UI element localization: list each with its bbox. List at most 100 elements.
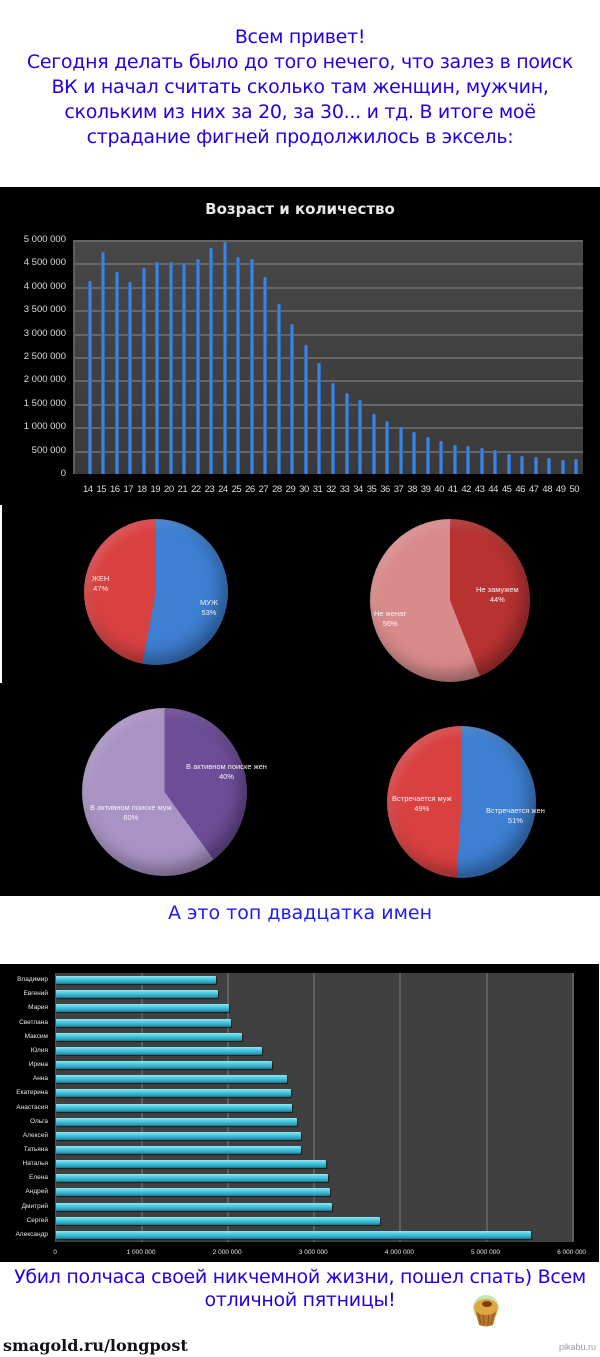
age-bar — [560, 459, 565, 474]
age-bar — [479, 448, 484, 474]
y-tick-label: 0 — [60, 468, 66, 479]
x-tick-label: 24 — [218, 484, 228, 495]
names-chart-plot-area — [55, 973, 574, 1242]
name-label: Максим — [24, 1032, 48, 1040]
x-tick-label: 34 — [353, 484, 363, 495]
name-bar — [56, 1103, 292, 1112]
muffin-icon — [473, 1295, 499, 1327]
age-bar — [425, 436, 430, 474]
age-bar — [344, 393, 349, 474]
x-tick-label: 36 — [380, 484, 390, 495]
x-tick-label: 15 — [96, 484, 107, 495]
x-tick-label: 20 — [164, 484, 174, 495]
names-section-caption: А это топ двадцатка имен — [167, 902, 433, 924]
age-bar — [317, 363, 322, 474]
name-label: Наталья — [22, 1160, 48, 1168]
x-tick-label: 29 — [285, 484, 296, 495]
y-tick-label: 1 500 000 — [23, 397, 66, 409]
name-label: Мария — [28, 1004, 48, 1012]
x-tick-label: 23 — [204, 484, 215, 495]
name-bar — [56, 1145, 302, 1154]
x-tick-label: 26 — [245, 484, 255, 495]
age-bar — [222, 242, 227, 474]
gridline — [75, 263, 583, 266]
x-tick-label: 44 — [488, 484, 498, 495]
watermark: pikabu.ru — [558, 1342, 596, 1352]
y-tick-label: 3 500 000 — [23, 304, 66, 316]
age-bar — [209, 248, 214, 474]
name-bar — [56, 1188, 330, 1197]
name-label: Елена — [29, 1174, 48, 1182]
name-label: Ольга — [29, 1117, 48, 1125]
name-bar — [56, 1018, 232, 1027]
age-bar — [101, 251, 106, 474]
name-bar — [56, 1202, 332, 1211]
gridline — [485, 973, 488, 1242]
intro-line: скольким из них за 20, за 30... и тд. В … — [64, 101, 536, 123]
y-tick-label: 1 000 000 — [23, 421, 66, 433]
pie-label-active-search-men: В активном поиске муж 60% — [90, 803, 172, 822]
x-tick-label: 5 000 000 — [471, 1249, 500, 1256]
x-tick-label: 40 — [434, 484, 444, 495]
age-bar — [452, 444, 457, 474]
name-label: Ирина — [28, 1061, 48, 1069]
name-bar — [56, 1230, 532, 1239]
age-bar — [195, 259, 200, 474]
age-bar — [114, 271, 119, 474]
age-bar — [574, 458, 579, 474]
source-link[interactable]: smagold.ru/longpost — [3, 1336, 188, 1355]
age-bar — [358, 400, 363, 474]
age-bar — [398, 426, 403, 474]
name-bar — [56, 1004, 230, 1013]
y-tick-label: 2 000 000 — [23, 374, 66, 386]
x-tick-label: 27 — [258, 484, 269, 495]
age-bar — [290, 324, 295, 474]
age-bar — [236, 257, 241, 474]
x-tick-label: 19 — [150, 484, 161, 495]
x-tick-label: 2 000 000 — [212, 1249, 242, 1256]
pie-label-not-married-female: Не замужем 44% — [476, 585, 519, 604]
x-tick-label: 6 000 000 — [557, 1249, 587, 1256]
name-label: Сергей — [26, 1216, 48, 1224]
x-tick-label: 50 — [569, 484, 580, 495]
x-tick-label: 39 — [420, 484, 431, 495]
x-tick-label: 17 — [123, 484, 134, 495]
age-bar — [155, 261, 160, 474]
name-label: Екатерина — [16, 1089, 48, 1097]
single-status-pie-chart — [370, 519, 530, 682]
x-tick-label: 35 — [366, 484, 377, 495]
age-bar — [533, 457, 538, 474]
gridline — [399, 973, 402, 1242]
outro-text: Убил полчаса своей никчемной жизни, поше… — [0, 1266, 600, 1312]
x-tick-label: 30 — [299, 484, 309, 495]
outro-line: отличной пятницы! — [204, 1289, 396, 1311]
x-tick-label: 4 000 000 — [384, 1249, 414, 1256]
x-tick-label: 42 — [461, 484, 471, 495]
gridline — [75, 240, 583, 242]
y-tick-label: 2 500 000 — [23, 351, 66, 362]
gridline — [75, 403, 583, 406]
age-bar — [263, 276, 268, 474]
name-label: Татьяна — [23, 1145, 48, 1153]
name-bar — [56, 1061, 272, 1070]
gender-pie-chart — [84, 519, 228, 665]
intro-line: страдание фигней продолжилось в эксель: — [86, 126, 514, 148]
age-bar — [128, 282, 133, 474]
x-tick-label: 21 — [177, 484, 188, 495]
age-bar — [276, 304, 281, 474]
intro-line: Сегодня делать было до того нечего, что … — [26, 51, 574, 73]
name-label: Андрей — [25, 1188, 48, 1196]
x-tick-label: 31 — [312, 484, 323, 495]
gridline — [75, 427, 583, 430]
name-bar — [56, 990, 219, 999]
age-bar — [493, 450, 498, 474]
active-search-pie-chart — [82, 708, 247, 876]
x-tick-label: 14 — [82, 484, 93, 495]
name-bar — [56, 976, 217, 985]
x-tick-label: 43 — [474, 484, 485, 495]
x-tick-label: 16 — [109, 484, 120, 495]
x-tick-label: 22 — [191, 484, 201, 495]
x-tick-label: 32 — [326, 484, 336, 495]
pie-label-women: ЖЕН 47% — [92, 574, 110, 593]
x-tick-label: 38 — [407, 484, 417, 495]
